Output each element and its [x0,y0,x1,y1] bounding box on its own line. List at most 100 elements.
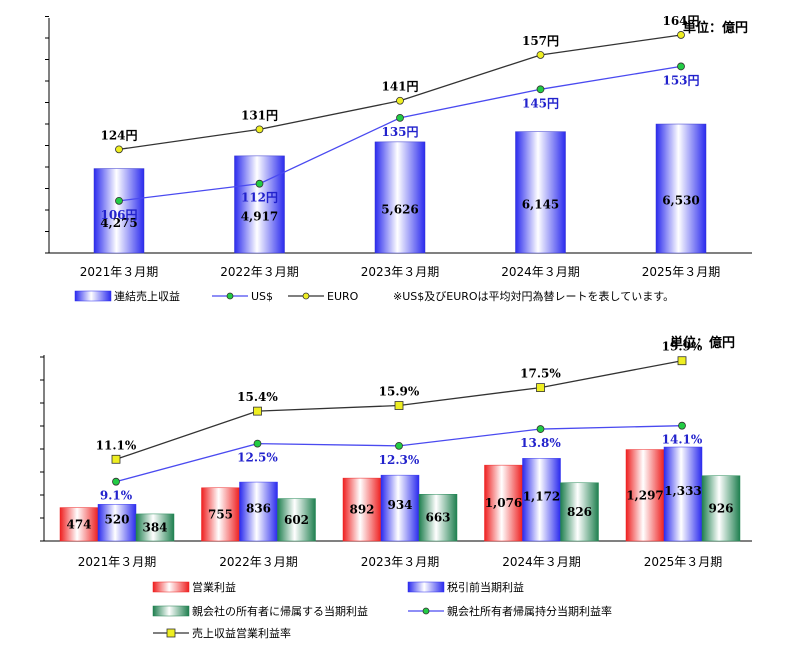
bottom-bar-value-label: 934 [387,498,412,512]
top-usd-value-label: 153円 [662,73,699,87]
bottom-bar-value-label: 520 [104,513,129,527]
top-bar-sales [655,123,707,254]
bottom-margin-marker [253,406,262,416]
top-category-label: 2024年３月期 [501,265,580,279]
bottom-category-label: 2025年３月期 [644,555,723,569]
bottom-margin-value-label: 11.1% [96,438,137,452]
bottom-bar-net [418,494,458,542]
top-y-ticks [45,16,49,254]
top-euro-value-label: 131円 [241,108,278,122]
bottom-bar-value-label: 602 [284,513,309,527]
top-legend: 連結売上収益 US$ EURO ※US$及びEUROは平均対円為替レートを表して… [74,289,674,303]
bottom-roe-value-label: 14.1% [662,433,703,447]
legend-marker-euro [302,292,310,300]
bottom-bar-value-label: 926 [708,501,733,515]
bottom-margin-marker [394,401,404,410]
bottom-unit-label: 単位：億円 [670,335,735,351]
bottom-bar-net [135,513,175,542]
top-euro-marker [677,31,685,39]
top-bars: 4,275 4,917 5,626 6,145 6,530 [93,123,707,254]
legend-marker-roe [422,607,430,615]
legend-swatch-net [152,605,190,617]
bottom-bar-net [277,498,316,542]
legend-label-margin: 売上収益営業利益率 [192,626,291,640]
bottom-margin-marker [111,454,121,464]
bottom-roe-value-label: 9.1% [100,489,133,503]
top-category-label: 2023年３月期 [361,265,440,279]
top-usd-value-label: 145円 [522,96,559,110]
top-category-labels: 2021年３月期 2022年３月期 2023年３月期 2024年３月期 2025年３月期 [80,265,721,279]
bottom-category-label: 2021年３月期 [78,555,157,569]
top-bar-sales [515,131,566,254]
bottom-roe-marker [395,441,403,450]
legend-label-usd: US$ [251,290,273,303]
bottom-margin-marker [677,356,687,366]
top-usd-marker [115,196,123,205]
bottom-roe-value-label: 13.8% [520,436,561,450]
bottom-bar-net [701,475,741,542]
top-category-label: 2025年３月期 [642,265,721,279]
top-usd-marker [255,179,264,188]
top-usd-value-label: 112円 [241,191,278,205]
bottom-category-label: 2022年３月期 [219,555,298,569]
top-euro-marker [255,125,264,134]
bottom-margin-value-label: 15.4% [237,390,278,404]
legend-swatch-sales [74,290,112,302]
legend-swatch-pretax [407,581,445,593]
bottom-bar-pretax [239,481,278,542]
legend-label-pretax: 税引前当期利益 [447,580,524,594]
top-usd-marker [536,85,545,94]
legend-label-sales: 連結売上収益 [114,289,180,303]
bottom-category-label: 2023年３月期 [361,555,440,569]
top-category-label: 2022年３月期 [220,265,299,279]
top-bar-sales [93,168,145,254]
bottom-bar-operating [201,487,240,542]
top-euro-marker [536,51,545,59]
top-bar-sales [374,141,426,254]
top-lines: 124円 131円 141円 157円 164円 106円 112円 135円 145円 153円 [100,14,699,222]
bottom-margin-marker [536,383,545,393]
bottom-roe-marker [112,477,120,486]
top-usd-value-label: 106円 [100,208,137,222]
bottom-roe-marker [253,439,262,448]
top-bar-value-label: 6,145 [522,197,560,211]
bottom-category-label: 2024年３月期 [502,555,581,569]
bottom-legend: 営業利益 税引前当期利益 親会社の所有者に帰属する当期利益 親会社所有者帰属持分… [152,580,612,640]
top-usd-marker [396,114,404,122]
top-euro-marker [115,145,123,154]
top-bar-sales [234,155,285,254]
bottom-bar-value-label: 663 [425,511,450,525]
top-note: ※US$及びEUROは平均対円為替レートを表しています。 [393,289,674,303]
legend-label-roe: 親会社所有者帰属持分当期利益率 [447,604,612,618]
top-usd-marker [677,62,685,71]
bottom-bar-value-label: 836 [246,502,271,516]
bottom-roe-value-label: 12.5% [237,451,278,465]
bottom-bar-operating [484,464,523,542]
bottom-margin-value-label: 17.5% [520,367,561,381]
legend-label-euro: EURO [327,290,359,303]
bottom-bar-value-label: 826 [567,505,592,519]
legend-marker-margin [166,628,176,638]
top-euro-value-label: 157円 [522,34,559,48]
top-bar-value-label: 4,917 [241,209,279,223]
legend-label-operating: 営業利益 [192,580,236,594]
bottom-margin-value-label: 15.9% [379,385,420,399]
bottom-roe-marker [678,421,686,430]
top-unit-label: 単位：億円 [683,20,748,36]
bottom-roe-value-label: 12.3% [379,453,420,467]
bottom-bar-value-label: 1,297 [626,488,664,502]
bottom-bar-value-label: 755 [208,507,233,521]
top-bar-value-label: 6,530 [662,194,700,208]
bottom-bar-operating [59,507,99,542]
bottom-bar-value-label: 892 [349,503,374,517]
bottom-bar-operating [342,477,382,542]
bottom-lines: 11.1% 15.4% 15.9% 17.5% 19.9% 9.1% 12.5% 12.3% 1… [96,340,703,503]
bottom-bar-value-label: 1,076 [485,496,523,510]
bottom-roe-marker [536,425,545,433]
bottom-bar-operating [625,449,665,542]
top-usd-value-label: 135円 [381,125,418,139]
bottom-bars: 474 755 892 1,076 1,297 520 836 934 1,172 1,333 38… [59,446,741,542]
top-euro-value-label: 164円 [662,14,699,28]
legend-label-net: 親会社の所有者に帰属する当期利益 [192,604,368,618]
